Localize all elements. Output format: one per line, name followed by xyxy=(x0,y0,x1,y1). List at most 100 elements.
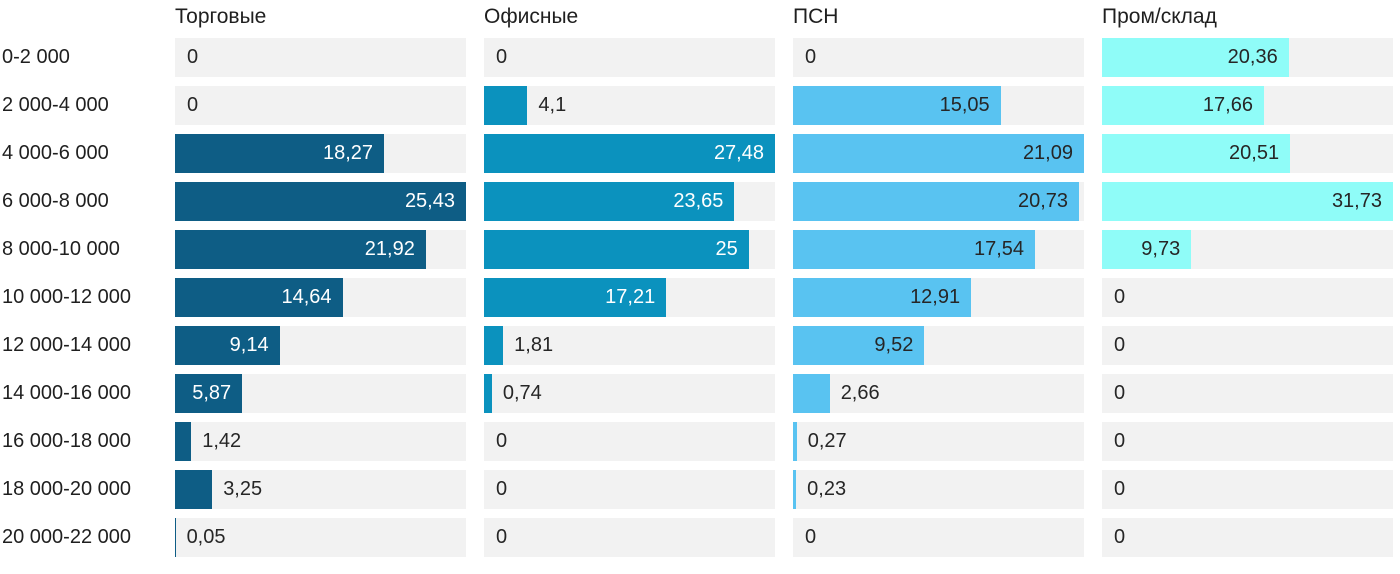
bar[interactable] xyxy=(1102,230,1192,269)
chart-cell: 0 xyxy=(1102,518,1393,557)
bar-value-label: 0 xyxy=(1114,382,1126,404)
bar-value-label: 0 xyxy=(496,526,508,548)
chart-row: 0-2 000 0 0 0 20,36 xyxy=(0,38,1400,77)
chart-cell: 20,73 xyxy=(793,182,1084,221)
bar-value-label: 9,14 xyxy=(229,334,269,356)
row-label: 6 000-8 000 xyxy=(2,190,109,212)
bar-track: 9,73 xyxy=(1102,230,1393,269)
bar[interactable] xyxy=(793,374,830,413)
row-label: 10 000-12 000 xyxy=(2,286,132,308)
chart-cell: 0 xyxy=(175,86,466,125)
bar-value-label: 20,51 xyxy=(1229,142,1280,164)
bar[interactable] xyxy=(484,86,528,125)
bar[interactable] xyxy=(175,278,343,317)
row-label: 2 000-4 000 xyxy=(2,94,109,116)
chart-cell: 21,92 xyxy=(175,230,466,269)
bar-track: 27,48 xyxy=(484,134,775,173)
chart-cell: 0,74 xyxy=(484,374,775,413)
bar[interactable] xyxy=(484,326,504,365)
bar[interactable] xyxy=(484,230,749,269)
bar-value-label: 27,48 xyxy=(713,142,764,164)
bar-track: 0 xyxy=(1102,518,1393,557)
chart-cell: 14,64 xyxy=(175,278,466,317)
bar-value-label: 9,73 xyxy=(1141,238,1181,260)
chart-cell: 25,43 xyxy=(175,182,466,221)
bar[interactable] xyxy=(484,278,667,317)
bar-track: 4,1 xyxy=(484,86,775,125)
chart-cell: 4,1 xyxy=(484,86,775,125)
bar[interactable] xyxy=(175,470,213,509)
row-label: 14 000-16 000 xyxy=(2,382,132,404)
bar[interactable] xyxy=(484,134,775,173)
bar-value-label: 0 xyxy=(1114,286,1126,308)
bar[interactable] xyxy=(1102,182,1393,221)
bar-track: 0 xyxy=(1102,470,1393,509)
bar[interactable] xyxy=(1102,86,1264,125)
bar[interactable] xyxy=(175,422,192,461)
bar-value-label: 0,05 xyxy=(186,526,226,548)
bar-track: 0 xyxy=(793,518,1084,557)
chart-cell: 12,91 xyxy=(793,278,1084,317)
row-label: 8 000-10 000 xyxy=(2,238,120,260)
bar[interactable] xyxy=(793,326,925,365)
chart-cell: 27,48 xyxy=(484,134,775,173)
chart-cell: 0 xyxy=(484,470,775,509)
chart-cell: 20,51 xyxy=(1102,134,1393,173)
bar[interactable] xyxy=(484,182,735,221)
bar-value-label: 3,25 xyxy=(223,478,263,500)
bar-track: 20,36 xyxy=(1102,38,1393,77)
bar[interactable] xyxy=(793,470,797,509)
bar-track: 14,64 xyxy=(175,278,466,317)
bar[interactable] xyxy=(175,374,243,413)
bar-value-label: 20,36 xyxy=(1227,46,1278,68)
chart-cell: 0 xyxy=(175,38,466,77)
bar-value-label: 17,66 xyxy=(1202,94,1253,116)
bar[interactable] xyxy=(175,326,280,365)
header-spacer xyxy=(0,4,157,30)
bar[interactable] xyxy=(793,230,1036,269)
column-header: Торговые xyxy=(175,5,267,28)
bar-track: 0 xyxy=(1102,374,1393,413)
bar[interactable] xyxy=(1102,38,1289,77)
bar-value-label: 0 xyxy=(187,94,199,116)
chart-cell: 1,42 xyxy=(175,422,466,461)
bar-track: 0 xyxy=(1102,278,1393,317)
bar-track: 9,52 xyxy=(793,326,1084,365)
bar[interactable] xyxy=(175,518,176,557)
bar-value-label: 0 xyxy=(805,526,817,548)
chart-cell: 18,27 xyxy=(175,134,466,173)
bar[interactable] xyxy=(175,134,385,173)
bar[interactable] xyxy=(1102,134,1291,173)
bar[interactable] xyxy=(793,86,1001,125)
bar-track: 0 xyxy=(484,38,775,77)
bar-track: 25 xyxy=(484,230,775,269)
bar-value-label: 25 xyxy=(715,238,738,260)
bar-value-label: 2,66 xyxy=(840,382,880,404)
bar-track: 0 xyxy=(484,518,775,557)
bar-value-label: 0 xyxy=(1114,334,1126,356)
chart-row: 10 000-12 000 14,64 17,21 12,91 0 xyxy=(0,278,1400,317)
chart-cell: 0 xyxy=(1102,470,1393,509)
chart-cell: 9,14 xyxy=(175,326,466,365)
row-label: 18 000-20 000 xyxy=(2,478,132,500)
chart-cell: 0 xyxy=(484,518,775,557)
bar-track: 15,05 xyxy=(793,86,1084,125)
chart-cell: 0 xyxy=(793,518,1084,557)
bar[interactable] xyxy=(793,182,1080,221)
bar[interactable] xyxy=(793,278,972,317)
chart-cell: 9,52 xyxy=(793,326,1084,365)
bar-track: 17,66 xyxy=(1102,86,1393,125)
bar[interactable] xyxy=(793,134,1084,173)
bar-value-label: 0,23 xyxy=(807,478,847,500)
chart-row: 8 000-10 000 21,92 25 17,54 9,73 xyxy=(0,230,1400,269)
bar[interactable] xyxy=(793,422,797,461)
chart-cell: 15,05 xyxy=(793,86,1084,125)
bar[interactable] xyxy=(175,230,426,269)
bar-value-label: 21,92 xyxy=(364,238,415,260)
bar-track: 20,51 xyxy=(1102,134,1393,173)
bar-track: 0,05 xyxy=(175,518,466,557)
bar[interactable] xyxy=(175,182,466,221)
chart-cell: 0 xyxy=(1102,278,1393,317)
bar[interactable] xyxy=(484,374,492,413)
bar-track: 1,81 xyxy=(484,326,775,365)
